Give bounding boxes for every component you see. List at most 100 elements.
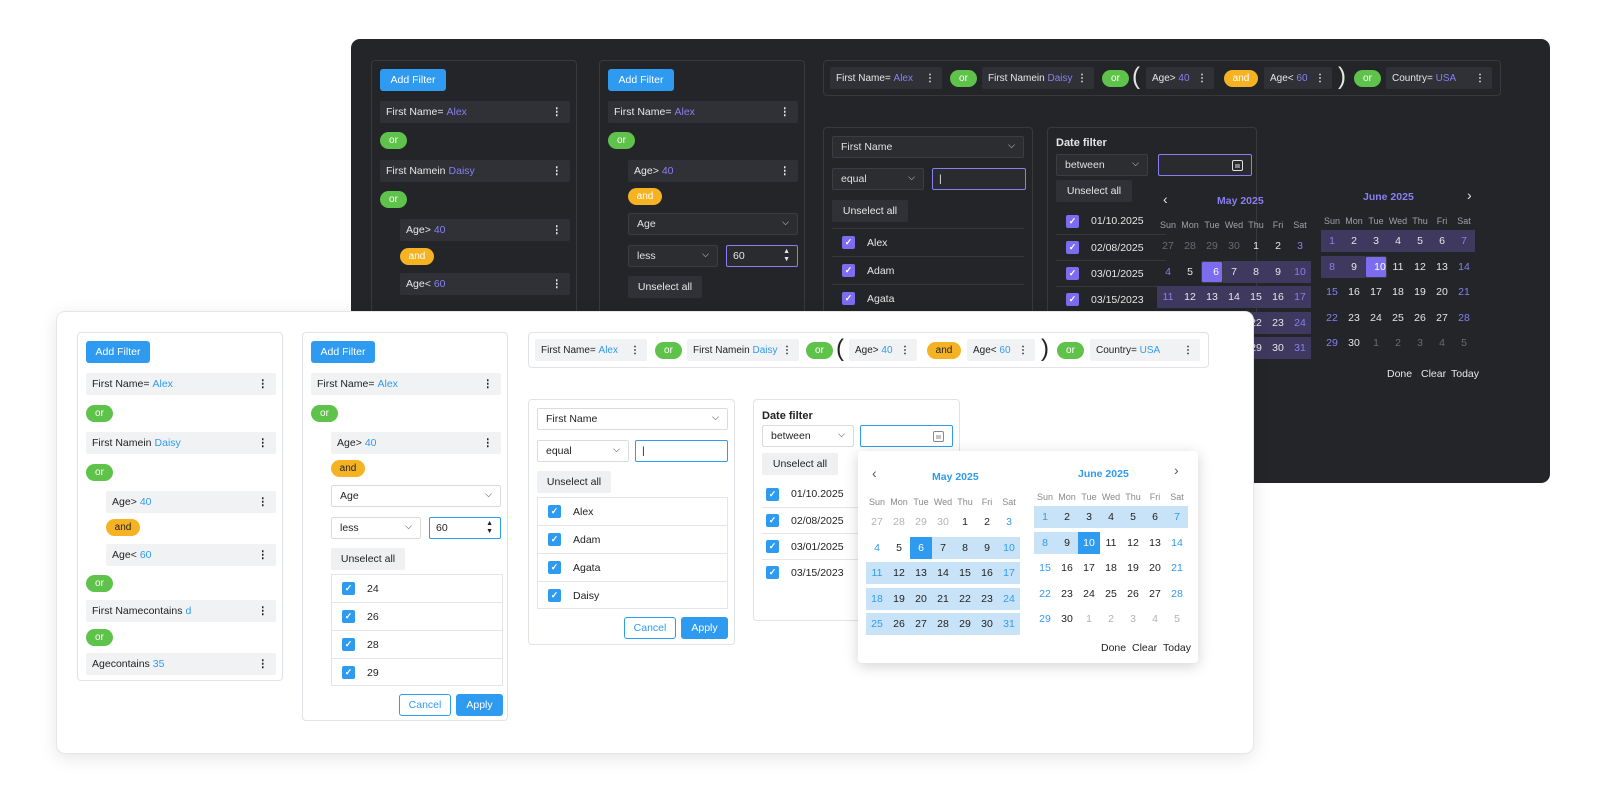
list-item[interactable]: ✓ 03/01/2025: [1056, 260, 1166, 286]
calendar-day[interactable]: 29: [954, 613, 976, 635]
checkbox-checked-icon[interactable]: ✓: [342, 666, 355, 679]
rule-age-contains-35[interactable]: Age contains 35 ⋮: [86, 653, 276, 675]
calendar-day[interactable]: 5: [1187, 265, 1193, 278]
and-connector[interactable]: and: [1224, 70, 1258, 87]
calendar-day[interactable]: 23: [1348, 311, 1360, 324]
calendar-icon[interactable]: [1232, 160, 1243, 171]
more-icon[interactable]: ⋮: [257, 378, 269, 390]
value-input[interactable]: 60 ▲ ▼: [429, 517, 501, 539]
list-item[interactable]: ✓ Daisy: [538, 581, 727, 609]
more-icon[interactable]: ⋮: [779, 106, 791, 118]
list-item[interactable]: ✓ 03/15/2023: [762, 559, 872, 585]
calendar-day[interactable]: 8: [1034, 531, 1056, 554]
calendar-day[interactable]: 1: [962, 516, 968, 528]
calendar-day[interactable]: 18: [866, 587, 888, 610]
calendar-day[interactable]: 14: [1223, 286, 1245, 308]
checkbox-checked-icon[interactable]: ✓: [766, 514, 779, 527]
chip-first-name-alex[interactable]: First Name = Alex ⋮: [830, 67, 942, 89]
calendar-day[interactable]: 16: [1267, 286, 1289, 308]
checkbox-checked-icon[interactable]: ✓: [766, 487, 779, 501]
clear-button[interactable]: Clear: [1421, 368, 1447, 380]
checkbox-checked-icon[interactable]: ✓: [548, 589, 561, 602]
calendar-day[interactable]: 12: [1127, 536, 1139, 549]
calendar-day[interactable]: 11: [1392, 260, 1404, 273]
or-connector[interactable]: or: [950, 70, 977, 87]
unselect-all-button[interactable]: Unselect all: [331, 548, 405, 570]
calendar-day[interactable]: 2: [1056, 506, 1078, 528]
checkbox-checked-icon[interactable]: ✓: [1066, 241, 1079, 254]
calendar-day[interactable]: 25: [1105, 587, 1117, 600]
calendar-day[interactable]: 12: [888, 562, 910, 584]
calendar-day[interactable]: 21: [932, 587, 954, 610]
calendar-day[interactable]: 9: [976, 536, 998, 559]
or-connector[interactable]: or: [1102, 70, 1129, 87]
more-icon[interactable]: ⋮: [630, 344, 640, 356]
calendar-day[interactable]: 5: [896, 541, 902, 554]
chip-age-lt-60[interactable]: Age < 60 ⋮: [1264, 67, 1332, 89]
rule-age-gt-40[interactable]: Age >40 ⋮: [331, 432, 501, 454]
calendar-day[interactable]: 25: [866, 613, 888, 635]
calendar-day[interactable]: 3: [1417, 337, 1423, 349]
calendar-icon[interactable]: [933, 431, 944, 442]
more-icon[interactable]: ⋮: [257, 437, 269, 449]
calendar-day[interactable]: 13: [910, 562, 932, 584]
calendar-day[interactable]: 2: [1108, 613, 1114, 625]
calendar-day[interactable]: 17: [1289, 286, 1311, 308]
calendar-day[interactable]: 30: [976, 613, 998, 635]
calendar-day[interactable]: 29: [1326, 337, 1338, 349]
prev-month-icon[interactable]: ‹: [872, 465, 877, 481]
more-icon[interactable]: ⋮: [257, 658, 269, 670]
calendar-day[interactable]: 2: [1395, 337, 1401, 349]
more-icon[interactable]: ⋮: [551, 165, 563, 177]
calendar-day[interactable]: 6: [910, 536, 932, 559]
field-select[interactable]: Age ⌵: [331, 485, 501, 507]
calendar-day[interactable]: 28: [1184, 240, 1196, 252]
calendar-day[interactable]: 3: [1078, 506, 1100, 528]
calendar-day[interactable]: 10: [1078, 531, 1100, 554]
more-icon[interactable]: ⋮: [1315, 72, 1325, 84]
or-connector[interactable]: or: [1057, 342, 1084, 359]
more-icon[interactable]: ⋮: [257, 605, 269, 617]
calendar-day[interactable]: 2: [1343, 230, 1365, 252]
calendar-day[interactable]: 10: [1289, 260, 1311, 283]
calendar-day[interactable]: 30: [1348, 337, 1360, 349]
calendar-day[interactable]: 26: [1414, 311, 1426, 324]
apply-button[interactable]: Apply: [681, 617, 728, 639]
list-item[interactable]: ✓ 26: [332, 602, 502, 630]
calendar-day[interactable]: 3: [1130, 613, 1136, 625]
calendar-day[interactable]: 31: [998, 613, 1020, 635]
apply-button[interactable]: Apply: [456, 694, 503, 716]
add-filter-button[interactable]: Add Filter: [86, 341, 150, 363]
clear-button[interactable]: Clear: [1132, 642, 1158, 654]
calendar-day[interactable]: 8: [1321, 255, 1343, 278]
calendar-day[interactable]: 16: [1061, 562, 1073, 574]
more-icon[interactable]: ⋮: [551, 224, 563, 236]
list-item[interactable]: ✓ 02/08/2025: [1056, 234, 1166, 260]
or-connector[interactable]: or: [86, 575, 113, 592]
more-icon[interactable]: ⋮: [1018, 344, 1028, 356]
calendar-day[interactable]: 29: [1206, 240, 1218, 252]
done-button[interactable]: Done: [1101, 642, 1127, 654]
calendar-day[interactable]: 4: [874, 541, 880, 554]
checkbox-checked-icon[interactable]: ✓: [548, 561, 561, 574]
add-filter-button[interactable]: Add Filter: [380, 69, 446, 91]
calendar-day[interactable]: 29: [1039, 613, 1051, 625]
more-icon[interactable]: ⋮: [900, 344, 910, 356]
calendar-day[interactable]: 30: [1228, 240, 1240, 252]
calendar-day[interactable]: 5: [1409, 230, 1431, 252]
calendar-day[interactable]: 15: [1245, 286, 1267, 308]
calendar-day[interactable]: 9: [1267, 260, 1289, 283]
checkbox-checked-icon[interactable]: ✓: [842, 236, 855, 249]
calendar-day[interactable]: 12: [1414, 260, 1426, 273]
operator-select[interactable]: less ⌵: [628, 245, 718, 267]
operator-select[interactable]: equal ⌵: [537, 440, 629, 462]
calendar-day[interactable]: 27: [1162, 240, 1174, 252]
cancel-button[interactable]: Cancel: [624, 617, 676, 639]
calendar-day[interactable]: 26: [1127, 587, 1139, 600]
calendar-day[interactable]: 23: [1061, 587, 1073, 600]
calendar-day[interactable]: 22: [954, 587, 976, 610]
calendar-day[interactable]: 4: [1439, 337, 1445, 349]
more-icon[interactable]: ⋮: [1077, 72, 1087, 84]
calendar-day[interactable]: 17: [1370, 286, 1382, 298]
calendar-day[interactable]: 7: [1166, 506, 1188, 528]
